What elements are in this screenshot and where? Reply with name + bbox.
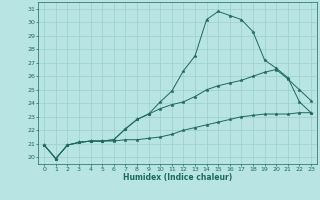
X-axis label: Humidex (Indice chaleur): Humidex (Indice chaleur) (123, 173, 232, 182)
